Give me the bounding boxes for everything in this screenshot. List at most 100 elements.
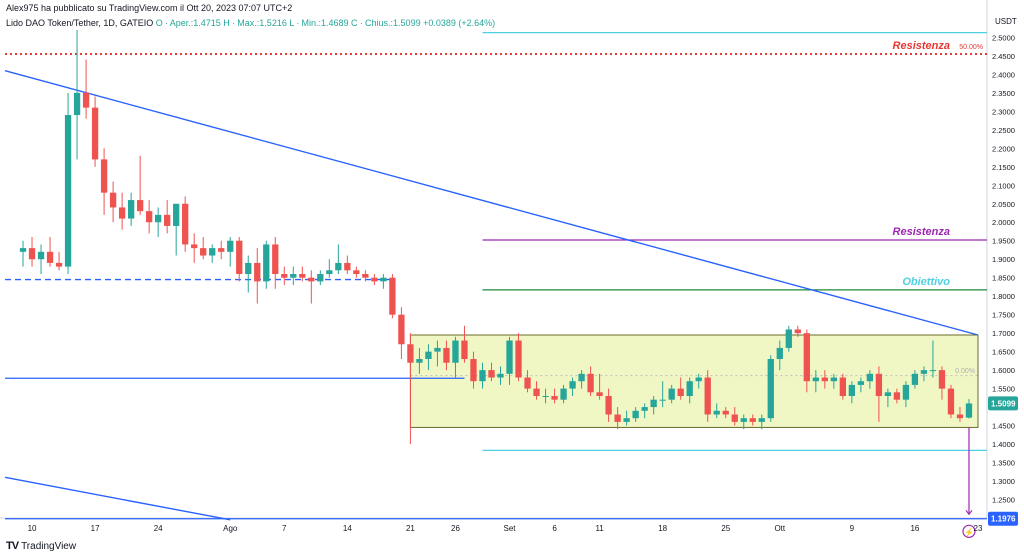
candle-body-91 bbox=[839, 377, 847, 396]
lightning-glyph-icon: ⚡ bbox=[964, 527, 974, 537]
x-tick-9: 6 bbox=[552, 524, 557, 533]
candle-body-53 bbox=[497, 373, 504, 378]
y-tick-5: 1.4500 bbox=[992, 422, 1015, 431]
candle-body-15 bbox=[155, 214, 162, 223]
range-zone bbox=[409, 334, 979, 428]
y-tick-8: 1.6000 bbox=[992, 366, 1015, 375]
candle-body-101 bbox=[929, 370, 937, 372]
candle-body-99 bbox=[911, 373, 919, 385]
candle-body-52 bbox=[488, 370, 495, 378]
tradingview-brand[interactable]: TV TradingView bbox=[6, 540, 76, 552]
candle-body-16 bbox=[164, 214, 171, 226]
candle-body-103 bbox=[947, 388, 955, 415]
candle-body-76 bbox=[704, 377, 711, 415]
candle-body-49 bbox=[461, 340, 468, 360]
candle-body-23 bbox=[227, 240, 234, 252]
candle-body-0 bbox=[19, 248, 27, 252]
candle-body-57 bbox=[533, 388, 540, 396]
candle-body-18 bbox=[182, 203, 189, 245]
x-tick-6: 21 bbox=[406, 524, 415, 533]
candle-body-14 bbox=[145, 211, 153, 223]
candle-body-83 bbox=[767, 359, 774, 419]
candle-body-88 bbox=[812, 377, 819, 382]
candle-body-55 bbox=[515, 340, 522, 378]
y-tick-16: 2.0000 bbox=[992, 218, 1015, 227]
price-tag-support-text: 1.1976 bbox=[991, 515, 1016, 524]
candle-body-81 bbox=[749, 418, 756, 422]
candle-body-4 bbox=[55, 262, 63, 267]
candle-body-65 bbox=[605, 396, 612, 415]
candle-body-1 bbox=[28, 248, 36, 260]
price-tag-support-bg bbox=[988, 511, 1018, 526]
candle-body-97 bbox=[893, 392, 901, 400]
x-tick-8: Set bbox=[504, 524, 517, 533]
candle-body-11 bbox=[118, 207, 126, 219]
candle-body-68 bbox=[632, 410, 639, 419]
candle-body-86 bbox=[794, 329, 801, 334]
y-tick-21: 2.2500 bbox=[992, 126, 1015, 135]
candle-body-78 bbox=[722, 410, 729, 415]
hline-label-0: Resistenza bbox=[893, 40, 950, 52]
candle-body-41 bbox=[389, 277, 396, 315]
candle-body-73 bbox=[677, 388, 684, 396]
candle-body-21 bbox=[209, 248, 216, 256]
x-tick-12: 25 bbox=[721, 524, 730, 533]
candle-body-92 bbox=[848, 384, 856, 396]
candle-body-2 bbox=[37, 251, 45, 260]
x-tick-3: Ago bbox=[223, 524, 238, 533]
candle-body-32 bbox=[308, 277, 315, 282]
y-tick-20: 2.2000 bbox=[992, 144, 1015, 153]
candle-body-47 bbox=[443, 347, 450, 363]
y-tick-1: 1.2500 bbox=[992, 496, 1015, 505]
candle-body-93 bbox=[857, 381, 865, 385]
lightning-badge-icon bbox=[962, 524, 976, 538]
candle-body-34 bbox=[326, 270, 333, 274]
tradingview-logo-icon: TV bbox=[6, 540, 19, 552]
y-tick-11: 1.7500 bbox=[992, 311, 1015, 320]
y-tick-3: 1.3500 bbox=[992, 459, 1015, 468]
candle-body-19 bbox=[191, 244, 198, 249]
candle-body-77 bbox=[713, 410, 720, 415]
y-tick-26: 2.5000 bbox=[992, 33, 1015, 42]
x-tick-13: Ott bbox=[774, 524, 785, 533]
candle-body-98 bbox=[902, 384, 910, 400]
y-tick-25: 2.4500 bbox=[992, 52, 1015, 61]
y-tick-17: 2.0500 bbox=[992, 200, 1015, 209]
candle-body-28 bbox=[272, 244, 279, 274]
x-tick-16: 23 bbox=[974, 524, 983, 533]
candle-body-87 bbox=[803, 333, 810, 382]
candle-body-71 bbox=[659, 399, 666, 401]
candle-body-72 bbox=[668, 388, 675, 400]
candle-body-62 bbox=[578, 373, 585, 382]
candle-body-96 bbox=[884, 392, 892, 396]
y-tick-4: 1.4000 bbox=[992, 440, 1015, 449]
candle-body-22 bbox=[218, 248, 225, 252]
candle-body-67 bbox=[623, 418, 630, 422]
candle-body-50 bbox=[470, 359, 477, 382]
candle-body-105 bbox=[965, 403, 973, 418]
y-tick-15: 1.9500 bbox=[992, 237, 1015, 246]
candle-body-7 bbox=[82, 92, 90, 108]
candle-body-60 bbox=[560, 388, 567, 400]
candle-body-20 bbox=[200, 248, 207, 256]
candle-body-9 bbox=[100, 159, 108, 193]
price-tag-last-bg bbox=[988, 396, 1018, 411]
x-tick-0: 10 bbox=[28, 524, 37, 533]
candle-body-58 bbox=[542, 396, 549, 397]
candle-body-24 bbox=[236, 240, 243, 274]
candle-body-89 bbox=[821, 377, 828, 382]
candle-body-69 bbox=[641, 407, 648, 411]
ohlc-values: O ∙ Aper.:1.4715 H ∙ Max.:1.5216 L ∙ Min… bbox=[155, 18, 496, 28]
candle-body-84 bbox=[776, 347, 783, 360]
candle-body-94 bbox=[866, 373, 874, 382]
symbol-title: Lido DAO Token/Tether, 1D, GATEIO bbox=[6, 18, 154, 28]
candle-body-95 bbox=[875, 373, 883, 396]
y-tick-7: 1.5500 bbox=[992, 385, 1015, 394]
x-tick-1: 17 bbox=[91, 524, 100, 533]
candle-body-70 bbox=[650, 399, 657, 408]
candle-body-8 bbox=[91, 107, 99, 160]
y-tick-18: 2.1000 bbox=[992, 181, 1015, 190]
candle-body-25 bbox=[245, 262, 252, 274]
candle-body-40 bbox=[380, 277, 387, 282]
